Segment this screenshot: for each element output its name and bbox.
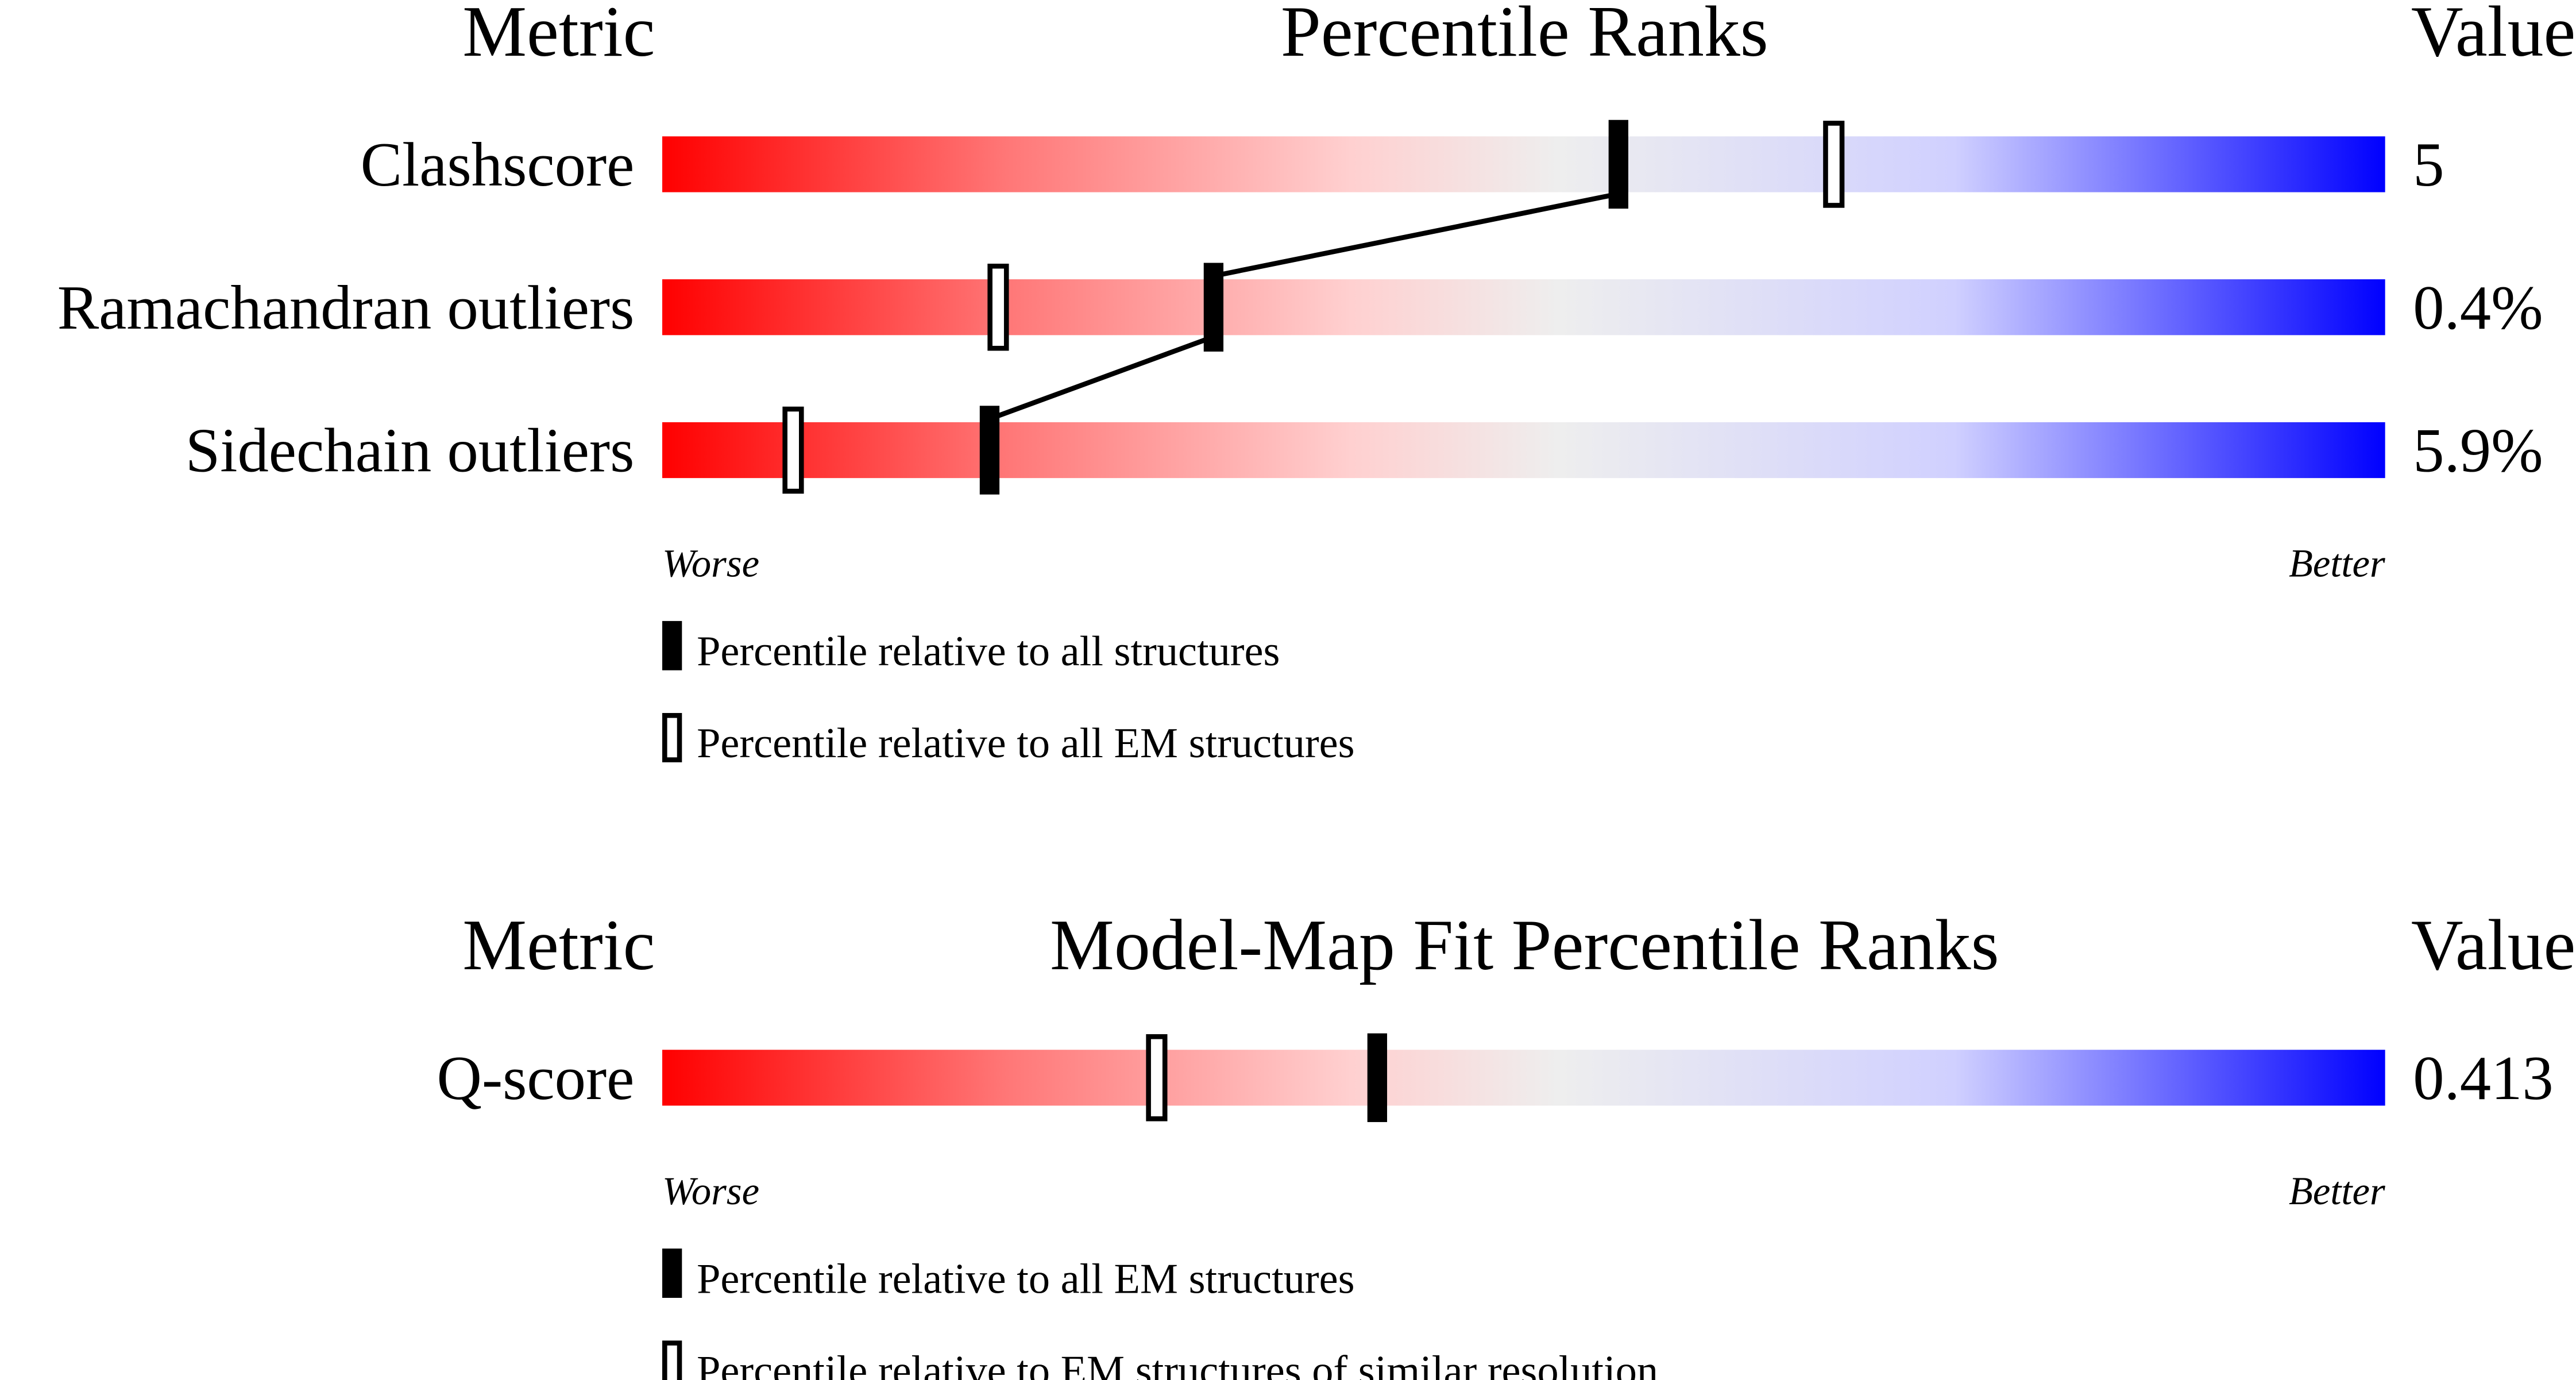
panel-1: Metric Model-Map Fit Percentile Ranks Valu… (437, 905, 2575, 1380)
panel-0: Metric Percentile Ranks Value Clashscore 5 Ra… (57, 0, 2576, 767)
marker-hollow (782, 406, 804, 494)
metric-label: Clashscore (361, 130, 635, 199)
value-header: Value (2411, 0, 2575, 72)
chart-title: Model-Map Fit Percentile Ranks (1050, 905, 1999, 985)
connector-line (1213, 191, 1619, 279)
marker-hollow (987, 263, 1009, 351)
percentile-bar (662, 1050, 2385, 1106)
marker-filled (979, 406, 1000, 495)
worse-label: Worse (662, 542, 759, 585)
marker-filled (1367, 1033, 1388, 1123)
better-label: Better (2289, 542, 2385, 585)
percentile-bar (662, 279, 2385, 336)
metric-value: 5.9% (2413, 416, 2543, 485)
legend-label: Percentile relative to all EM structures (697, 720, 1354, 767)
percentile-bar (662, 422, 2385, 479)
legend-marker-filled (662, 620, 682, 670)
metric-header: Metric (462, 905, 655, 985)
marker-hollow (1146, 1034, 1168, 1121)
better-label: Better (2289, 1169, 2385, 1213)
legend-label: Percentile relative to EM structures of … (697, 1348, 1658, 1380)
marker-hollow (1823, 121, 1845, 208)
connector-line (988, 334, 1215, 422)
legend-label: Percentile relative to all structures (697, 628, 1280, 675)
worse-label: Worse (662, 1169, 759, 1213)
metric-label: Q-score (437, 1043, 635, 1113)
metric-label: Sidechain outliers (186, 416, 635, 485)
legend-marker-hollow (662, 713, 682, 762)
legend-marker-filled (662, 1248, 682, 1298)
percentile-bar (662, 136, 2385, 192)
chart-title: Percentile Ranks (1281, 0, 1768, 72)
legend-marker-hollow (662, 1340, 682, 1380)
metric-value: 0.4% (2413, 273, 2543, 342)
metric-label: Ramachandran outliers (57, 273, 635, 342)
metric-header: Metric (462, 0, 655, 72)
legend-label: Percentile relative to all EM structures (697, 1255, 1354, 1302)
value-header: Value (2411, 905, 2575, 985)
metric-value: 5 (2413, 130, 2444, 199)
metric-value: 0.413 (2413, 1043, 2553, 1113)
